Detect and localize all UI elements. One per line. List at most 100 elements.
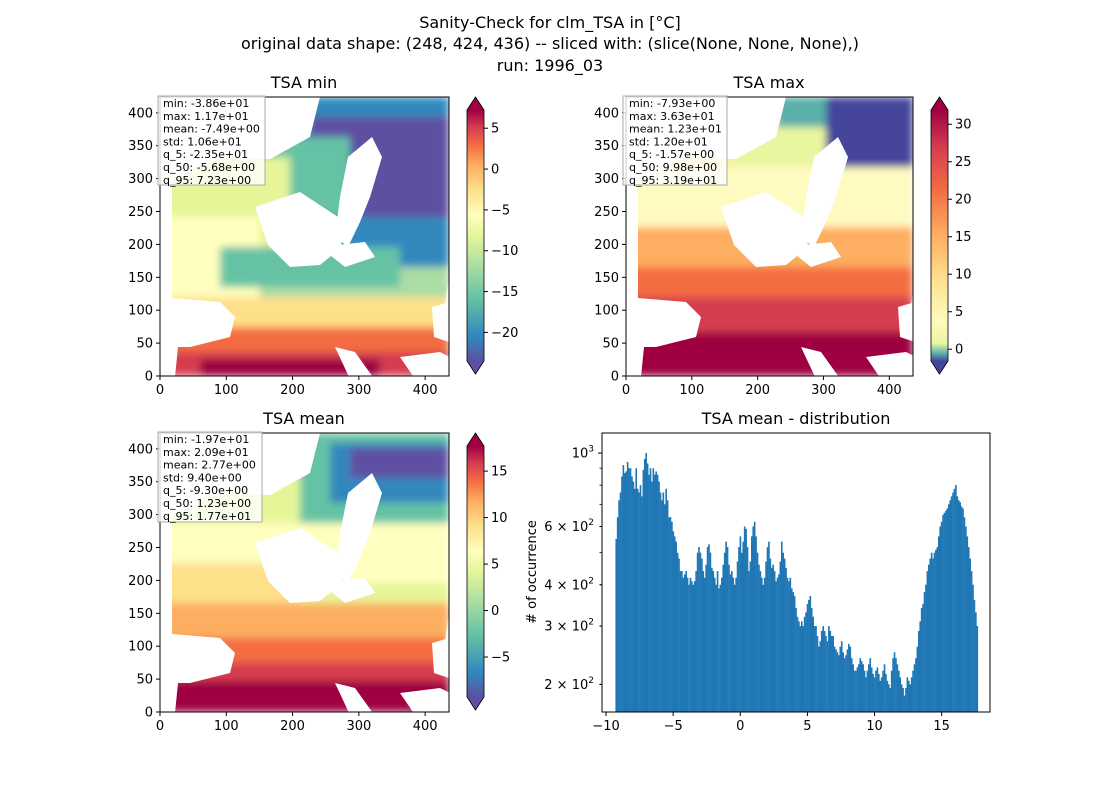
histogram-bar [932,558,934,712]
histogram-bar [939,526,942,712]
histogram-bar [902,687,904,712]
histogram-bar [658,481,660,712]
stat-line-min: std: 1.06e+01 [163,135,242,148]
histogram-bar [925,584,927,712]
histogram-bar [893,652,896,712]
colorbar-tick-label-mean: −5 [491,651,510,666]
histogram-bar [865,677,867,712]
histogram-bar [878,673,880,712]
histogram-bar [789,577,792,712]
histogram-bar [655,471,658,712]
histogram-bar [705,564,707,712]
y-tick-label-min: 350 [128,139,153,154]
histogram-bar [623,473,626,712]
histogram-bar [946,508,949,712]
histogram-bar [738,547,740,712]
histogram-bar [708,544,710,712]
stat-line-mean: q_5: -9.30e+00 [163,484,248,497]
histogram-bar [885,673,887,712]
histogram-bar [682,577,685,712]
histogram-bar [749,561,752,712]
histogram-bar [631,476,633,712]
histogram-bar [855,670,857,712]
histogram-bar [739,536,742,712]
histogram-bar [733,584,736,712]
x-tick-label-min: 0 [156,383,164,398]
histogram-bar [805,612,807,712]
histogram-bar [816,636,819,712]
stat-line-max: max: 3.63e+01 [629,110,715,123]
histogram-bar [790,588,793,712]
histogram-bar [927,564,930,712]
histogram-bar [742,541,745,712]
histogram-bar [895,658,897,712]
y-tick-label-min: 400 [128,106,153,121]
hist-y-tick-exponent: 2 [588,676,594,686]
hist-x-tick-label: 10 [866,719,883,734]
histogram-bar [960,506,963,712]
histogram-bar [949,500,952,712]
histogram-bar [691,581,693,712]
histogram-bar [772,564,775,712]
stat-line-mean: q_50: 1.23e+00 [163,497,251,510]
histogram-bar [626,461,629,712]
x-tick-label-mean: 300 [346,719,371,734]
histogram-bar [947,504,950,712]
colorbar-tick-label-min: 5 [491,122,499,137]
histogram-bar [701,558,703,712]
stat-line-mean: min: -1.97e+01 [163,433,249,446]
stat-line-min: q_95: 7.23e+00 [163,174,251,187]
histogram-bar [713,577,716,712]
hist-y-tick-mantissa: 2 × 10 [544,678,588,693]
histogram-panel: TSA mean - distribution −10 −5 0 5 10 15 2 × 1… [525,409,991,734]
histogram-bar [813,626,816,712]
histogram-bar [966,536,969,712]
stat-line-max: q_5: -1.57e+00 [629,148,714,161]
histogram-bar [818,646,820,712]
histogram-bar [653,474,656,712]
colorbar-tick-label-mean: 10 [491,511,508,526]
y-tick-label-mean: 200 [128,574,153,589]
histogram-bar [935,549,937,712]
histogram-bar [736,561,739,712]
histogram-bar [773,571,776,712]
histogram-bar [666,500,669,712]
histogram-bar [779,561,782,712]
histogram-bar [812,616,814,712]
histogram-bar [675,541,677,712]
colorbar-tick-label-mean: 5 [491,558,499,573]
y-tick-label-max: 400 [594,106,619,121]
x-tick-label-mean: 400 [413,719,438,734]
histogram-bar [802,626,805,712]
histogram-bar [678,558,680,712]
histogram-bar [782,552,785,712]
histogram-bar [778,574,780,712]
histogram-bar [756,552,759,712]
histogram-bar [618,500,620,712]
histogram-bar [735,577,737,712]
histogram-bar [820,630,823,712]
histogram-bar [792,592,795,712]
hist-y-tick-mantissa: 6 × 10 [544,520,588,535]
hist-y-tick-label: 6 × 102 [544,518,594,535]
histogram-bar [952,492,954,712]
histogram-bar [803,616,806,712]
stat-line-max: q_50: 9.98e+00 [629,161,717,174]
stat-line-min: q_5: -2.35e+01 [163,148,248,161]
histogram-bar [975,612,977,712]
y-tick-label-min: 0 [145,370,153,385]
histogram-bar [889,687,892,712]
histogram-bar [806,603,809,712]
histogram-bar [752,526,755,712]
y-tick-label-max: 100 [594,304,619,319]
histogram-bar [826,641,829,712]
histogram-bar [922,603,924,712]
histogram-bar [916,646,919,712]
y-tick-label-mean: 350 [128,475,153,490]
histogram-bar [706,547,709,712]
histogram-bar [646,463,649,712]
histogram-bar [890,670,893,712]
y-tick-label-max: 350 [594,139,619,154]
histogram-bar [799,626,802,712]
figure-title: Sanity-Check for clm_TSA in [°C] [419,13,681,32]
